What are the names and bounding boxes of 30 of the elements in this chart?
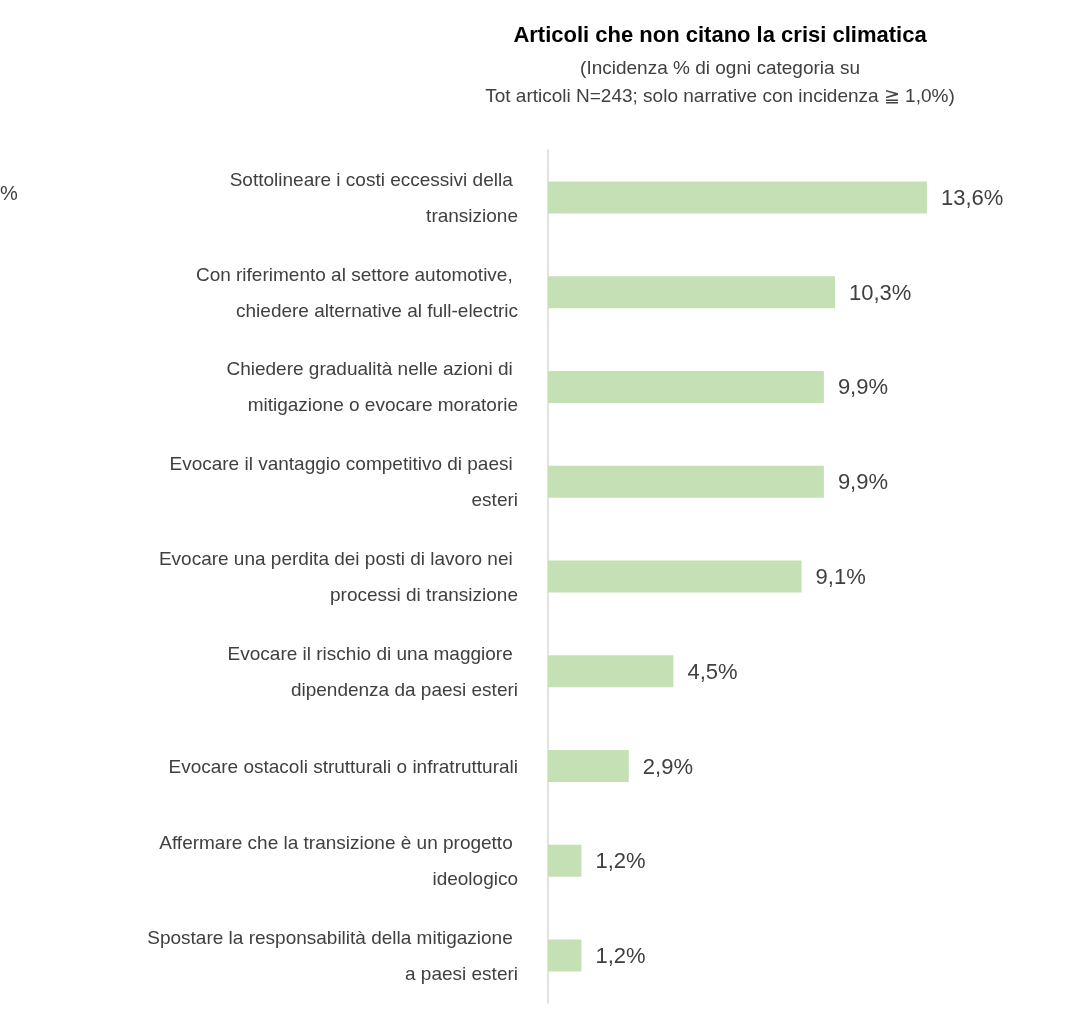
bar — [548, 655, 674, 688]
chart-subtitle: (Incidenza % di ogni categoria su Tot articoli N=243; solo narrative con incidenza ≧ 1,0%) — [485, 56, 955, 106]
data-label: 1,2% — [595, 848, 646, 874]
y-tick-label: Sottolineare i costi eccessivi della transizione — [229, 168, 518, 226]
bar — [548, 370, 824, 403]
data-label: 13,6% — [940, 184, 1004, 210]
y-tick-label: Evocare il rischio di una maggiore dipendenza da paesi esteri — [227, 642, 518, 700]
data-label: 9,1% — [815, 564, 866, 589]
chart-title: Articoli che non citano la crisi climatica — [513, 21, 928, 47]
data-label: 2,9% — [642, 753, 693, 779]
bar — [548, 939, 582, 972]
data-label: 10,3% — [849, 279, 912, 305]
data-label: 1,2% — [595, 943, 646, 969]
text: % — [0, 182, 18, 204]
bar — [548, 844, 582, 877]
bar — [548, 181, 927, 214]
y-tick-label: Evocare il vantaggio competitivo di paesi esteri — [169, 453, 518, 511]
y-tick-label: Chiedere gradualità nelle azioni di mitigazione o evocare moratorie — [226, 358, 518, 416]
y-tick-label: Evocare una perdita dei posti di lavoro nei processi di transizione — [158, 548, 518, 605]
data-label: 4,5% — [687, 658, 738, 684]
y-tick-label: Con riferimento al settore automotive, chiedere alternative al full-electric — [195, 263, 518, 321]
data-label: 9,9% — [837, 374, 889, 400]
y-tick-label: Affermare che la transizione è un progetto ideologico — [159, 832, 518, 890]
bar — [548, 465, 824, 498]
y-tick-label: Evocare ostacoli strutturali o infratrutturali — [168, 755, 518, 777]
data-label: 9,9% — [837, 469, 889, 495]
bar — [548, 276, 836, 309]
y-tick-label: Spostare la responsabilità della mitigazione a paesi esteri — [147, 927, 518, 985]
bar — [548, 750, 629, 783]
bar — [548, 560, 802, 593]
